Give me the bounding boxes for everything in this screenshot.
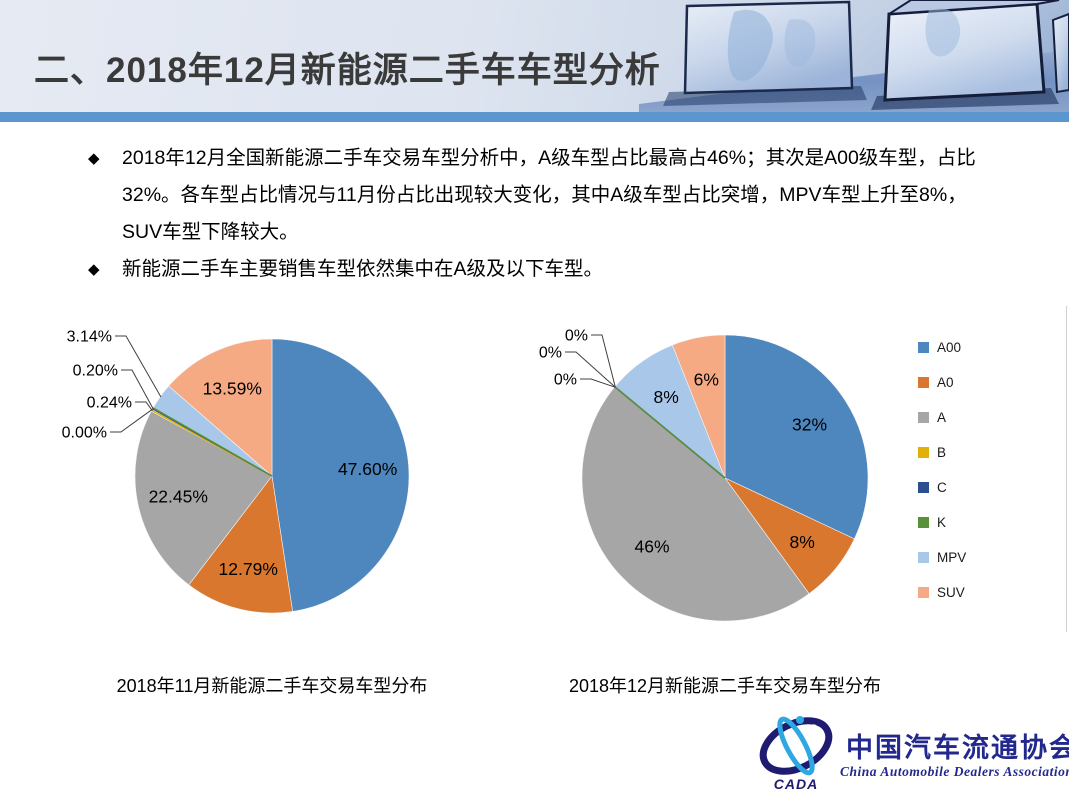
callout-line-C (121, 369, 154, 410)
legend-item-A: A (918, 400, 1058, 435)
chart-caption-november: 2018年11月新能源二手车交易车型分布 (116, 676, 428, 696)
legend-item-B: B (918, 435, 1058, 470)
slice-label-A00: 47.60% (338, 459, 397, 479)
pie-slice-SUV (168, 338, 273, 477)
callout-label-MPV: 3.14% (67, 329, 112, 346)
legend-label-A: A (937, 410, 947, 425)
cada-emblem-icon (759, 716, 833, 776)
slice-label-SUV: 13.59% (203, 379, 262, 399)
bullet-list: ◆ 2018年12月全国新能源二手车交易车型分析中，A级车型占比最高占46%；其… (88, 140, 1004, 288)
cada-logo: CADA 中国汽车流通协会 China Automobile Dealers A… (748, 710, 1069, 796)
pie-sliver-K (614, 386, 726, 479)
pie-november-svg: 47.60% 12.79% 22.45% 13.59% 3.14% 0.20% 0.24% 0… (62, 329, 410, 614)
chart-caption-december: 2018年12月新能源二手车交易车型分布 (568, 676, 882, 696)
legend-item-MPV: MPV (918, 540, 1058, 575)
callout-label-K: 0.00% (62, 425, 107, 442)
bullet-text: 2018年12月全国新能源二手车交易车型分析中，A级车型占比最高占46%；其次是… (122, 147, 976, 243)
pie-sliver-K (152, 407, 273, 477)
legend-item-A00: A00 (918, 330, 1058, 365)
slice-label-A0: 8% (789, 532, 814, 552)
logo-chinese-name: 中国汽车流通协会 (846, 733, 1069, 763)
pie-slice-SUV (671, 334, 726, 479)
callout-line-B (591, 334, 616, 388)
legend-swatch-C (918, 482, 929, 493)
legend-label-K: K (937, 515, 947, 530)
slice-label-A00: 32% (792, 414, 827, 434)
map-blob (727, 9, 773, 81)
callout-label-B: 0% (565, 328, 588, 345)
pie-slice-A (134, 410, 273, 586)
header-divider-bar (0, 112, 1069, 122)
legend-item-A0: A0 (918, 365, 1058, 400)
pie-chart-november: 47.60% 12.79% 22.45% 13.59% 3.14% 0.20% 0.24% 0… (52, 310, 492, 710)
cube-face (883, 2, 1046, 102)
legend-label-SUV: SUV (937, 585, 965, 600)
legend-swatch-A0 (918, 377, 929, 388)
callout-label-C: 0% (539, 345, 562, 362)
map-blob (784, 19, 816, 67)
legend-swatch-B (918, 447, 929, 458)
cubes-graphic (639, 0, 1069, 112)
legend-item-K: K (918, 505, 1058, 540)
callout-line-K (580, 378, 616, 388)
legend-label-C: C (937, 480, 947, 495)
callout-line-B (135, 401, 153, 411)
logo-english-name: China Automobile Dealers Association (840, 764, 1069, 779)
callout-line-C (565, 351, 616, 388)
slice-label-SUV: 6% (694, 370, 719, 390)
map-blob (925, 8, 961, 57)
bullet-item: ◆ 2018年12月全国新能源二手车交易车型分析中，A级车型占比最高占46%；其… (88, 140, 1004, 251)
callout-label-B: 0.24% (87, 395, 132, 412)
legend-label-B: B (937, 445, 947, 460)
legend-item-SUV: SUV (918, 575, 1058, 610)
callout-line-MPV (115, 335, 162, 398)
legend-swatch-A00 (918, 342, 929, 353)
legend-item-C: C (918, 470, 1058, 505)
slice-label-A: 46% (635, 537, 670, 557)
pie-slice-A00 (724, 334, 869, 540)
pie-chart-december: 32% 8% 46% 8% 6% 0% 0% 0% 2018年12月新能源二手车交易车型分布 (505, 310, 945, 710)
legend-swatch-SUV (918, 587, 929, 598)
callout-label-K: 0% (554, 372, 577, 389)
slice-label-A0: 12.79% (219, 559, 278, 579)
pie-slice-A (581, 386, 810, 622)
slice-label-MPV: 8% (654, 387, 679, 407)
chart-frame-border (1066, 306, 1067, 632)
pie-slice-A0 (188, 475, 293, 614)
slide-header: 二、2018年12月新能源二手车车型分析 (0, 0, 1069, 112)
bullet-text: 新能源二手车主要销售车型依然集中在A级及以下车型。 (122, 258, 604, 280)
legend-swatch-K (918, 517, 929, 528)
chart-legend: A00 A0 A B C K MPV SUV (918, 330, 1058, 610)
cube-face-partial (1051, 12, 1069, 94)
legend-swatch-A (918, 412, 929, 423)
pie-slice-A00 (271, 338, 410, 612)
callout-line-K (110, 407, 154, 433)
cada-acronym: CADA (773, 776, 819, 792)
diamond-bullet-icon: ◆ (88, 261, 100, 278)
legend-swatch-MPV (918, 552, 929, 563)
page-title: 二、2018年12月新能源二手车车型分析 (34, 51, 661, 90)
legend-label-MPV: MPV (937, 550, 967, 565)
diamond-bullet-icon: ◆ (88, 150, 100, 167)
legend-label-A0: A0 (937, 375, 954, 390)
legend-label-A00: A00 (937, 340, 962, 355)
pie-december-svg: 32%8%46%8%6%0%0%0% (539, 328, 869, 622)
bullet-item: ◆ 新能源二手车主要销售车型依然集中在A级及以下车型。 (88, 251, 1004, 288)
callout-label-C: 0.20% (73, 363, 118, 380)
slice-label-A: 22.45% (149, 486, 208, 506)
